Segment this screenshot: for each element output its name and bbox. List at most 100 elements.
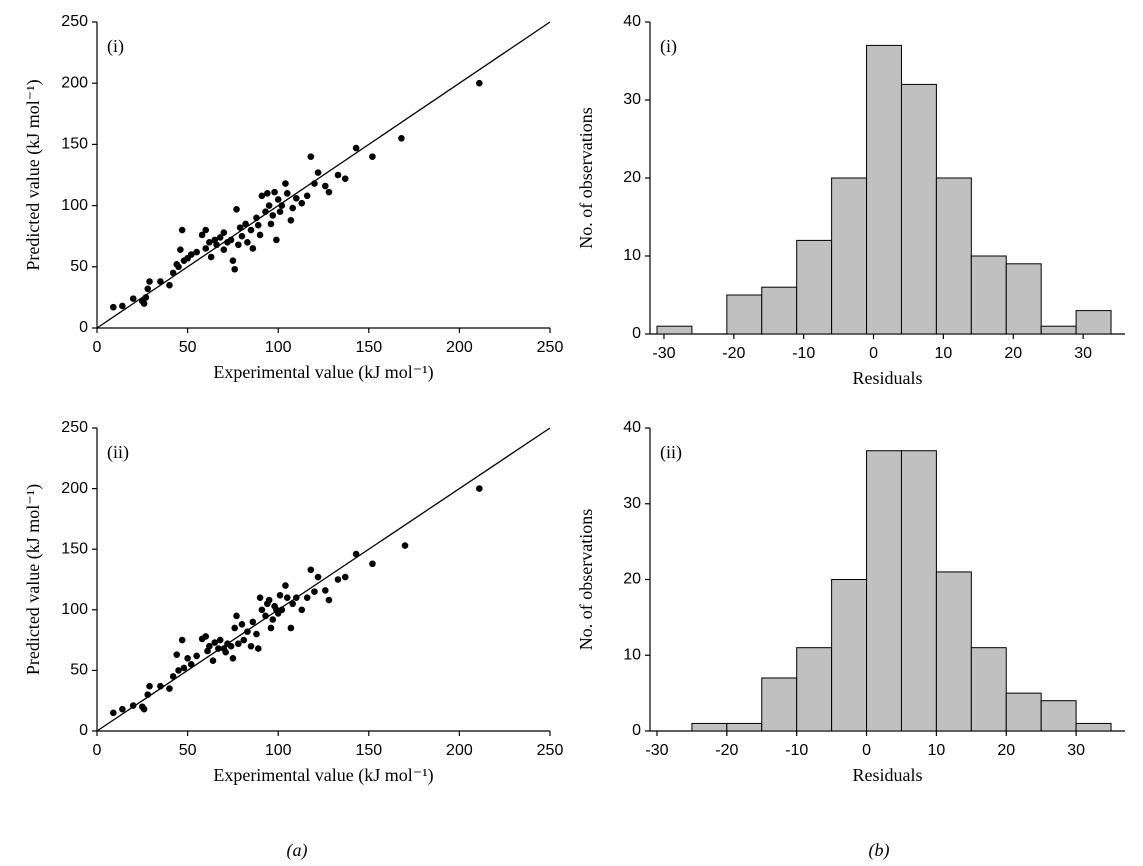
point xyxy=(166,685,173,692)
point xyxy=(262,612,269,620)
identity-line xyxy=(96,427,551,732)
x-tick-label: -20 xyxy=(722,345,745,362)
y-tick-label: 0 xyxy=(79,722,88,739)
x-tick-label: 30 xyxy=(1074,345,1092,362)
x-axis-title: Experimental value (kJ mol⁻¹) xyxy=(213,362,433,383)
bar xyxy=(656,325,693,335)
point xyxy=(220,246,228,253)
point xyxy=(278,606,286,614)
bar xyxy=(761,677,798,732)
point xyxy=(254,221,262,229)
point xyxy=(202,226,210,234)
point xyxy=(352,144,360,152)
point xyxy=(129,702,137,709)
identity-line xyxy=(96,21,551,329)
y-axis-title: Predicted value (kJ mol⁻¹) xyxy=(23,79,44,270)
point xyxy=(213,241,220,249)
point xyxy=(202,633,210,640)
y-tick-label: 20 xyxy=(623,571,641,588)
point xyxy=(282,582,289,589)
point xyxy=(231,265,239,273)
y-tick-label: 10 xyxy=(623,646,641,663)
bar xyxy=(1075,722,1112,732)
bar xyxy=(1005,263,1042,335)
point xyxy=(207,253,215,261)
point xyxy=(271,188,278,196)
y-tick-label: 200 xyxy=(61,74,88,91)
point xyxy=(178,226,186,234)
point xyxy=(253,214,260,222)
point xyxy=(264,190,271,197)
x-tick-label: 250 xyxy=(537,339,564,356)
point xyxy=(398,134,405,142)
panel-label: (ii) xyxy=(107,442,129,463)
point xyxy=(314,169,322,176)
x-tick-label: 150 xyxy=(355,339,382,356)
point xyxy=(274,196,282,203)
point xyxy=(262,208,269,216)
point xyxy=(229,257,237,264)
point xyxy=(293,594,300,601)
y-tick-label: 100 xyxy=(61,197,88,214)
point xyxy=(206,239,213,246)
y-tick-label: 0 xyxy=(632,722,641,739)
point xyxy=(341,573,349,581)
x-tick-label: 10 xyxy=(934,345,952,362)
point xyxy=(244,239,251,246)
point xyxy=(140,300,148,307)
point xyxy=(146,278,153,285)
point xyxy=(476,79,483,87)
bar xyxy=(900,83,937,335)
point xyxy=(269,616,277,623)
point xyxy=(119,705,126,713)
bar xyxy=(1075,310,1112,335)
point xyxy=(242,220,249,228)
x-tick-label: 50 xyxy=(179,742,197,759)
bar xyxy=(935,177,972,335)
point xyxy=(276,208,284,216)
x-tick-label: 200 xyxy=(446,742,473,759)
point xyxy=(244,628,251,635)
point xyxy=(110,709,117,717)
point xyxy=(287,624,295,632)
point xyxy=(144,691,152,698)
point xyxy=(298,199,306,207)
point xyxy=(369,560,376,568)
point xyxy=(314,573,322,581)
point xyxy=(476,485,483,492)
x-tick-label: 0 xyxy=(862,742,871,759)
point xyxy=(256,231,264,239)
point xyxy=(206,642,213,650)
point xyxy=(142,294,150,301)
point xyxy=(247,642,255,650)
figure-label: (a) xyxy=(287,840,308,861)
point xyxy=(247,226,255,234)
x-tick-label: 100 xyxy=(265,339,292,356)
point xyxy=(216,234,224,241)
point xyxy=(269,212,277,219)
bar xyxy=(970,647,1007,732)
point xyxy=(169,269,177,277)
x-tick-label: -10 xyxy=(785,742,808,759)
point xyxy=(311,588,318,595)
bar xyxy=(1040,700,1077,732)
panel-label: (i) xyxy=(660,36,677,57)
point xyxy=(231,624,239,632)
point xyxy=(307,566,315,574)
point xyxy=(227,236,235,244)
point xyxy=(303,192,311,200)
x-tick-label: 100 xyxy=(265,742,292,759)
y-tick-label: 250 xyxy=(61,419,88,436)
point xyxy=(235,241,242,249)
point xyxy=(173,651,181,658)
point xyxy=(236,224,244,231)
point xyxy=(220,229,228,236)
x-axis-title: Residuals xyxy=(853,765,923,785)
point xyxy=(227,642,235,650)
point xyxy=(175,263,182,271)
point xyxy=(222,648,229,656)
x-tick-label: 0 xyxy=(869,345,878,362)
point xyxy=(184,654,191,662)
y-tick-label: 250 xyxy=(61,13,88,30)
y-tick-label: 40 xyxy=(623,13,641,30)
